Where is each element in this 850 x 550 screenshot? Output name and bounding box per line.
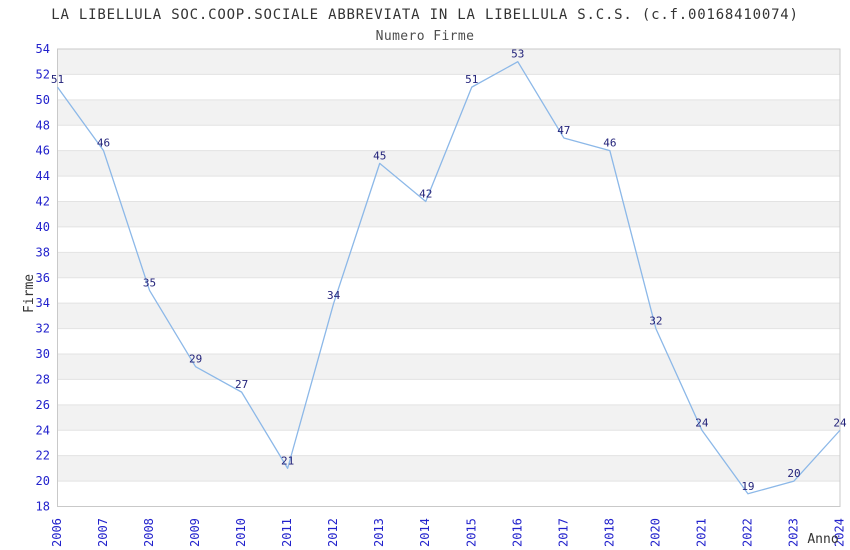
x-tick-label: 2024	[833, 518, 847, 547]
y-tick-label: 44	[36, 169, 50, 183]
x-tick-label: 2023	[786, 518, 800, 547]
x-tick-label: 2013	[372, 518, 386, 547]
y-tick-label: 42	[36, 195, 50, 209]
band	[57, 201, 840, 227]
y-tick-label: 50	[36, 93, 50, 107]
data-point-label: 24	[833, 416, 847, 429]
x-axis-label: Anno	[807, 532, 838, 547]
y-tick-label: 52	[36, 67, 50, 81]
band	[57, 150, 840, 177]
tick-labels-layer: 5452504846444240383634323028262422201820…	[36, 42, 847, 547]
data-point-label: 53	[511, 48, 524, 61]
y-tick-label: 38	[36, 245, 50, 259]
data-point-label: 27	[235, 378, 248, 391]
x-tick-label: 2021	[694, 518, 708, 547]
x-tick-label: 2014	[418, 518, 432, 547]
x-tick-label: 2022	[740, 518, 754, 547]
x-tick-label: 2015	[464, 518, 478, 547]
chart-title: LA LIBELLULA SOC.COOP.SOCIALE ABBREVIATA…	[51, 7, 799, 23]
data-point-label: 45	[373, 149, 386, 162]
band	[57, 303, 840, 329]
data-labels-layer: 51 46 35 29 27 21 34 45 42 51 53 47 46 32 24 19 20 24	[51, 48, 847, 493]
x-tick-label: 2011	[280, 518, 294, 547]
y-tick-label: 20	[36, 474, 50, 488]
band	[57, 404, 840, 431]
y-tick-label: 24	[36, 423, 50, 437]
y-tick-label: 36	[36, 271, 50, 285]
y-tick-label: 48	[36, 118, 50, 132]
data-point-label: 19	[741, 480, 754, 493]
x-tick-label: 2006	[50, 518, 64, 547]
x-tick-label: 2007	[96, 518, 110, 547]
data-point-label: 46	[97, 137, 110, 150]
data-point-label: 29	[189, 353, 202, 366]
band	[57, 49, 840, 75]
y-tick-label: 40	[36, 220, 50, 234]
x-tick-label: 2010	[234, 518, 248, 547]
y-tick-label: 28	[36, 372, 50, 386]
firme-line-series	[56, 61, 841, 495]
y-tick-label: 30	[36, 347, 50, 361]
y-tick-label: 32	[36, 322, 50, 336]
data-point-label: 42	[419, 188, 432, 201]
band-shading-layer	[57, 49, 840, 482]
y-tick-label: 34	[36, 296, 50, 310]
x-tick-label: 2018	[602, 518, 616, 547]
x-tick-label: 2017	[556, 518, 570, 547]
data-point-label: 51	[51, 73, 64, 86]
x-tick-label: 2020	[648, 518, 662, 547]
data-point-label: 34	[327, 289, 341, 302]
data-point-label: 21	[281, 454, 294, 467]
band	[57, 455, 840, 482]
y-tick-label: 46	[36, 144, 50, 158]
data-point-label: 32	[649, 315, 662, 328]
x-tick-label: 2009	[188, 518, 202, 547]
x-tick-label: 2008	[142, 518, 156, 547]
data-point-label: 35	[143, 276, 156, 289]
band	[57, 252, 840, 278]
plot-border	[57, 48, 841, 507]
y-tick-label: 18	[36, 500, 50, 514]
data-point-label: 20	[787, 467, 800, 480]
series-layer	[56, 61, 841, 495]
chart-subtitle: Numero Firme	[375, 29, 475, 44]
y-tick-label: 54	[36, 42, 50, 56]
x-tick-label: 2016	[510, 518, 524, 547]
band	[57, 99, 840, 126]
data-point-label: 24	[695, 416, 709, 429]
y-axis-label: Firme	[22, 274, 37, 313]
data-point-label: 47	[557, 124, 570, 137]
data-point-label: 51	[465, 73, 478, 86]
x-tick-label: 2012	[326, 518, 340, 547]
y-tick-label: 26	[36, 398, 50, 412]
y-tick-label: 22	[36, 449, 50, 463]
data-point-label: 46	[603, 137, 616, 150]
band	[57, 354, 840, 380]
